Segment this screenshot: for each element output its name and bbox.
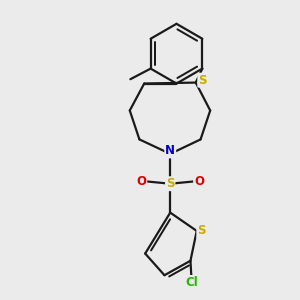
Text: Cl: Cl [185,276,198,289]
Text: N: N [165,145,175,158]
Text: O: O [194,175,204,188]
Text: S: S [198,74,207,87]
Text: S: S [197,224,206,237]
Text: S: S [166,177,175,190]
Text: O: O [136,175,146,188]
